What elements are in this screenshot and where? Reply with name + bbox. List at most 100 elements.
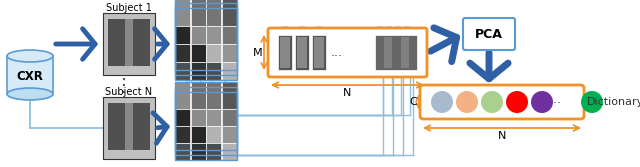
Text: N: N [498, 131, 506, 141]
Bar [175, 44, 190, 61]
Bar [314, 37, 324, 68]
Bar [206, 3, 221, 21]
Bar [191, 121, 205, 137]
Bar [191, 52, 205, 69]
Bar [175, 87, 190, 104]
Bar [191, 138, 205, 154]
Bar [206, 52, 221, 69]
Bar [175, 82, 237, 150]
Bar [108, 103, 127, 150]
Bar [175, 92, 237, 160]
FancyBboxPatch shape [463, 18, 515, 50]
Bar [221, 87, 237, 104]
Bar [206, 8, 221, 26]
Bar [221, 92, 237, 109]
Bar [206, 104, 221, 121]
Bar [191, 116, 205, 132]
Text: Subject N: Subject N [106, 87, 152, 97]
Bar [393, 37, 400, 68]
Bar [125, 103, 132, 150]
Bar [125, 19, 132, 66]
Bar [221, 126, 237, 142]
FancyBboxPatch shape [420, 85, 584, 119]
Bar [206, 44, 221, 61]
Circle shape [431, 91, 453, 113]
Bar [221, 39, 237, 56]
Text: M: M [253, 47, 263, 57]
Bar [191, 143, 205, 159]
Bar [206, 0, 221, 16]
Bar [175, 121, 190, 137]
Text: N: N [343, 88, 352, 98]
Circle shape [481, 91, 503, 113]
Bar [191, 34, 205, 51]
Bar [206, 121, 221, 137]
Bar [206, 57, 221, 74]
Bar [191, 21, 205, 39]
Bar [206, 116, 221, 132]
Bar [175, 8, 237, 80]
Text: Subject 1: Subject 1 [106, 3, 152, 13]
Bar [175, 34, 190, 51]
Bar [191, 39, 205, 56]
Bar [410, 37, 417, 68]
Bar [221, 3, 237, 21]
Bar [175, 0, 237, 70]
Bar [191, 62, 205, 79]
Text: ⋮: ⋮ [115, 77, 133, 95]
Bar [175, 92, 190, 109]
Bar [175, 62, 190, 79]
Bar [278, 35, 292, 70]
Bar [175, 82, 190, 99]
Bar [221, 62, 237, 79]
Bar [206, 87, 221, 104]
Bar [376, 37, 383, 68]
Bar [221, 143, 237, 159]
Bar [191, 109, 205, 125]
Bar [221, 121, 237, 137]
Bar [175, 26, 190, 43]
Text: ...: ... [331, 46, 343, 59]
Bar [175, 133, 190, 149]
Bar [175, 87, 237, 155]
Bar [191, 92, 205, 109]
Bar [175, 143, 190, 159]
Bar [132, 103, 150, 150]
Bar [206, 39, 221, 56]
Bar [191, 133, 205, 149]
Bar [375, 35, 417, 70]
Text: CXR: CXR [17, 70, 44, 84]
Bar [103, 13, 155, 75]
Bar [221, 34, 237, 51]
Bar [103, 97, 155, 159]
Bar [221, 52, 237, 69]
Bar [221, 26, 237, 43]
Bar [221, 104, 237, 121]
Bar [221, 99, 237, 116]
Bar [206, 138, 221, 154]
Bar [206, 143, 221, 159]
Bar [206, 99, 221, 116]
Text: C: C [409, 97, 417, 107]
Text: PCA: PCA [475, 28, 503, 41]
Bar [191, 126, 205, 142]
FancyBboxPatch shape [268, 28, 427, 77]
Bar [221, 133, 237, 149]
Circle shape [506, 91, 528, 113]
Bar [206, 62, 221, 79]
Bar [206, 126, 221, 142]
Bar [191, 0, 205, 16]
Bar [206, 34, 221, 51]
Bar [175, 0, 190, 16]
Bar [175, 52, 190, 69]
Ellipse shape [7, 50, 53, 62]
Bar [175, 104, 190, 121]
Bar [175, 16, 190, 34]
Bar [132, 19, 150, 66]
Bar [221, 0, 237, 16]
Circle shape [456, 91, 478, 113]
Text: Dictionary: Dictionary [587, 97, 640, 107]
Bar [206, 26, 221, 43]
Bar [280, 37, 290, 68]
Bar [206, 109, 221, 125]
